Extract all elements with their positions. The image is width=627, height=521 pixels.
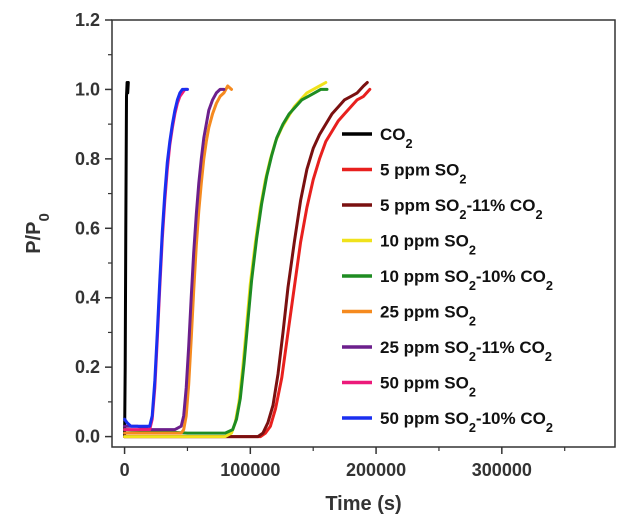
y-axis-title: P/P0	[23, 213, 53, 254]
legend-label: 25 ppm SO2-11% CO2	[380, 338, 552, 364]
legend-label: 5 ppm SO2-11% CO2	[380, 196, 543, 222]
y-tick-label: 1.2	[75, 10, 100, 30]
y-tick-label: 0.6	[75, 218, 100, 238]
series-line	[123, 87, 329, 435]
legend-label: 5 ppm SO2	[380, 161, 466, 187]
series-line	[123, 87, 189, 428]
series-line	[123, 81, 369, 439]
y-tick-label: 0.8	[75, 149, 100, 169]
y-tick-label: 1.0	[75, 79, 100, 99]
x-tick-label: 200000	[346, 460, 406, 480]
legend-label: 10 ppm SO2	[380, 232, 476, 258]
y-tick-label: 0.4	[75, 288, 100, 308]
legend-label: 25 ppm SO2	[380, 303, 476, 329]
x-tick-label: 0	[120, 460, 130, 480]
ticks-layer: 0 100000 200000 300000 0.0 0.2 0.4 0.6 0.8 1.0 1.2	[75, 10, 566, 480]
x-tick-label: 300000	[472, 460, 532, 480]
plot-frame	[111, 19, 616, 448]
series-line	[123, 81, 130, 439]
x-axis-title: Time (s)	[325, 493, 401, 515]
legend-label: 10 ppm SO2-10% CO2	[380, 267, 553, 293]
series-line	[123, 87, 226, 432]
y-tick-label: 0.2	[75, 357, 100, 377]
legend-label: 50 ppm SO2-10% CO2	[380, 409, 553, 435]
series-line	[123, 84, 233, 435]
series-layer	[123, 81, 372, 439]
plot-border	[111, 19, 616, 448]
legend-label: CO2	[380, 125, 413, 151]
x-tick-label: 100000	[220, 460, 280, 480]
legend-label: 50 ppm SO2	[380, 374, 476, 400]
legend: CO2 5 ppm SO2 5 ppm SO2-11% CO2 10 ppm SO2 1…	[342, 125, 553, 435]
y-tick-label: 0.0	[75, 427, 100, 447]
